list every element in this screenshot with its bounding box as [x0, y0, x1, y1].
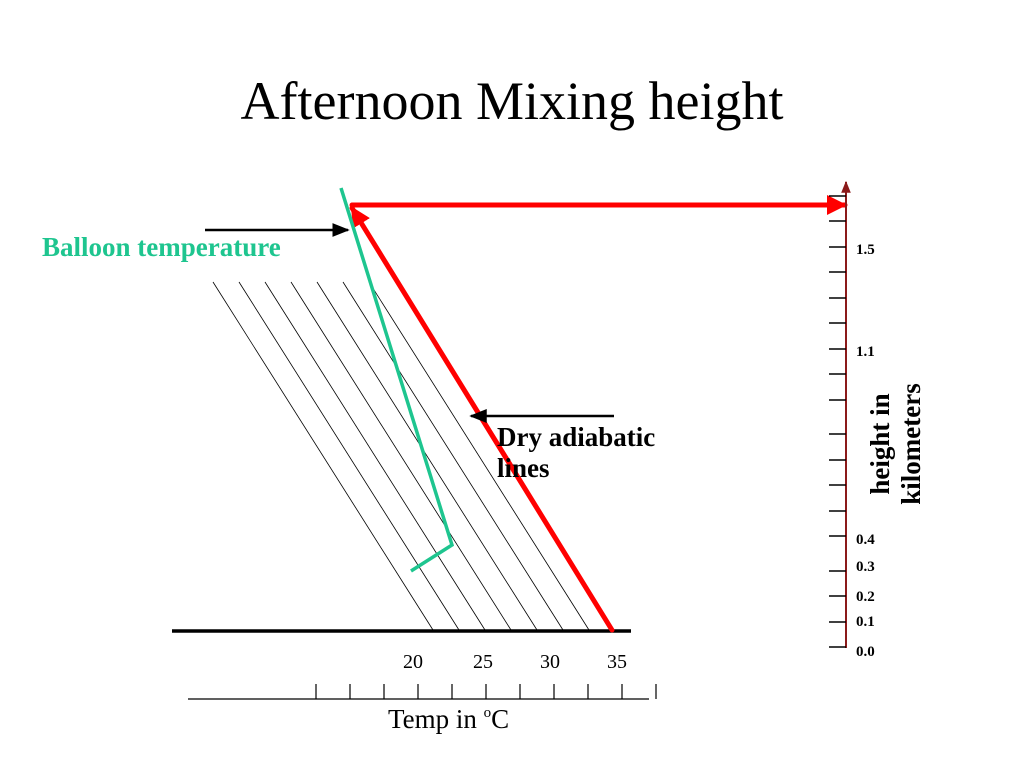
adiabat-line [212, 281, 434, 631]
y-tick-label: 0.2 [856, 589, 875, 605]
y-tick-label: 1.5 [856, 242, 875, 258]
mixing-path [349, 195, 848, 633]
x-axis-title-text: Temp in [388, 704, 484, 734]
y-axis-title-line2: kilometers [896, 383, 926, 505]
x-tick-label: 30 [540, 651, 560, 673]
slide-title: Afternoon Mixing height [240, 71, 784, 131]
dry-adiabat-parcel-line [349, 205, 615, 633]
x-tick-label: 20 [403, 651, 423, 673]
y-tick-label: 0.3 [856, 559, 875, 575]
x-tick-label: 25 [473, 651, 493, 673]
y-tick-label: 1.1 [856, 344, 875, 360]
dry-adiabatic-label-line1: Dry adiabatic [497, 422, 656, 452]
temp-scale-ticks [315, 684, 657, 699]
y-tick-label: 0.1 [856, 614, 875, 630]
degree-superscript: o [483, 705, 492, 721]
x-axis-title: Temp in oC [388, 704, 509, 735]
y-tick-label: 0.0 [856, 644, 875, 660]
dry-adiabatic-label: Dry adiabatic lines [497, 422, 655, 484]
y-axis-title: height in kilometers [865, 344, 927, 544]
y-tick-label: 0.4 [856, 532, 875, 548]
adiabat-line [238, 281, 460, 631]
balloon-temperature-profile [339, 187, 455, 573]
adiabat-line [368, 281, 590, 631]
adiabat-line [264, 281, 486, 631]
dry-adiabatic-lines [212, 281, 590, 631]
adiabat-line [316, 281, 538, 631]
dry-adiabatic-label-line2: lines [497, 453, 550, 484]
adiabat-line [342, 281, 564, 631]
balloon-temperature-label: Balloon temperature [42, 232, 281, 262]
x-tick-label: 35 [607, 651, 627, 673]
adiabat-line [290, 281, 512, 631]
x-axis-title-unit: C [491, 704, 510, 734]
y-axis-title-line1: height in [864, 393, 895, 495]
height-axis-ticks [829, 195, 846, 648]
